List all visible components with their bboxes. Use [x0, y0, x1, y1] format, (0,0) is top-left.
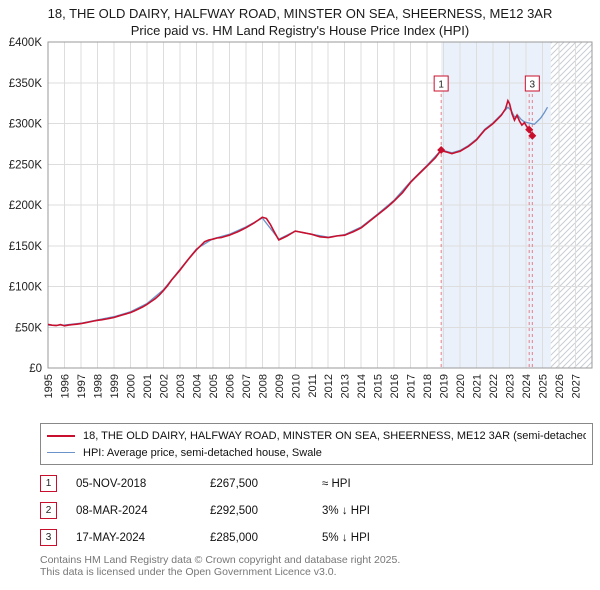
x-axis-label: 2023: [505, 374, 517, 398]
x-axis-label: 2025: [538, 374, 550, 398]
x-axis-label: 2026: [554, 374, 566, 398]
transaction-date: 17-MAY-2024: [76, 531, 146, 544]
x-axis-label: 2010: [290, 374, 302, 398]
transaction-number-badge: 2: [40, 502, 57, 519]
x-axis-label: 2024: [521, 374, 533, 398]
y-axis-label: £100K: [9, 282, 43, 294]
y-axis-label: £250K: [9, 159, 43, 171]
legend-label-hpi: HPI: Average price, semi-detached house,…: [83, 446, 322, 459]
price-line-swatch: [47, 434, 75, 437]
transaction-date: 05-NOV-2018: [76, 477, 147, 490]
legend-item-price: 18, THE OLD DAIRY, HALFWAY ROAD, MINSTER…: [47, 427, 586, 444]
transaction-row: 2 08-MAR-2024 £292,500 3% ↓ HPI: [40, 497, 590, 524]
x-axis-label: 2005: [208, 374, 220, 398]
x-axis-label: 1995: [43, 374, 55, 398]
hpi-line-swatch: [47, 452, 75, 453]
x-axis-label: 2022: [488, 374, 500, 398]
chart-subtitle: Price paid vs. HM Land Registry's House …: [130, 23, 470, 38]
transaction-number-badge: 1: [40, 475, 57, 492]
x-axis-label: 2002: [158, 374, 170, 398]
legend: 18, THE OLD DAIRY, HALFWAY ROAD, MINSTER…: [40, 423, 593, 465]
transaction-date: 08-MAR-2024: [76, 504, 148, 517]
x-axis-label: 1998: [92, 374, 104, 398]
y-axis-label: £50K: [15, 322, 42, 334]
x-axis-label: 2021: [472, 374, 484, 398]
transaction-price: £292,500: [210, 504, 258, 517]
sale-label-text: 3: [530, 80, 536, 91]
license-text: This data is licensed under the Open Gov…: [40, 566, 337, 578]
x-axis-label: 2001: [142, 374, 154, 398]
transactions-table: 1 05-NOV-2018 £267,500 ≈ HPI 2 08-MAR-20…: [40, 470, 590, 551]
transaction-row: 3 17-MAY-2024 £285,000 5% ↓ HPI: [40, 524, 590, 551]
x-axis-label: 2019: [439, 374, 451, 398]
y-axis-label: £150K: [9, 241, 43, 253]
x-axis-label: 2011: [307, 374, 319, 398]
x-axis-label: 2003: [175, 374, 187, 398]
x-axis-label: 2000: [125, 374, 137, 398]
sale-label-text: 1: [438, 80, 444, 91]
legend-label-price: 18, THE OLD DAIRY, HALFWAY ROAD, MINSTER…: [83, 429, 586, 442]
x-axis-label: 2008: [257, 374, 269, 398]
transaction-row: 1 05-NOV-2018 £267,500 ≈ HPI: [40, 470, 590, 497]
x-axis-label: 2014: [356, 374, 368, 398]
y-axis-label: £400K: [9, 37, 43, 49]
chart-title: 18, THE OLD DAIRY, HALFWAY ROAD, MINSTER…: [47, 6, 553, 21]
x-axis-label: 2013: [340, 374, 352, 398]
sale-marker: [528, 131, 537, 140]
plot-border: [47, 41, 593, 369]
x-axis-label: 2017: [406, 374, 418, 398]
sale-label-box: [524, 75, 540, 92]
price-history-chart: £0 £50K £100K £150K £200K £250K £300K £350K £400…: [9, 37, 593, 398]
transaction-number-badge: 3: [40, 529, 57, 546]
x-axis-label: 2016: [389, 374, 401, 398]
sale-marker: [437, 145, 446, 154]
x-axis-label: 1996: [59, 374, 71, 398]
y-axis-label: £350K: [9, 78, 43, 90]
x-axis-label: 2006: [224, 374, 236, 398]
transaction-price: £285,000: [210, 531, 258, 544]
transaction-hpi-note: ≈ HPI: [322, 477, 351, 490]
x-axis-label: 2020: [455, 374, 467, 398]
sale-label-box: [433, 75, 449, 92]
y-axis-label: £0: [29, 363, 42, 375]
x-axis-label: 2004: [191, 374, 203, 398]
x-axis-label: 2007: [241, 374, 253, 398]
x-axis-label: 2012: [323, 374, 335, 398]
price-line: [47, 98, 534, 327]
license-text: Contains HM Land Registry data © Crown c…: [40, 554, 401, 566]
transaction-price: £267,500: [210, 477, 258, 490]
legend-item-hpi: HPI: Average price, semi-detached house,…: [47, 444, 586, 461]
x-axis-label: 2018: [422, 374, 434, 398]
x-axis-label: 2027: [571, 374, 583, 398]
transaction-hpi-note: 3% ↓ HPI: [322, 504, 370, 517]
y-axis-label: £300K: [9, 119, 43, 131]
transaction-hpi-note: 5% ↓ HPI: [322, 531, 370, 544]
x-axis-label: 1997: [76, 374, 88, 398]
x-axis-label: 1999: [109, 374, 121, 398]
y-axis-label: £200K: [9, 200, 43, 212]
sale-marker: [525, 125, 534, 134]
x-axis-label: 2009: [274, 374, 286, 398]
x-axis-label: 2015: [373, 374, 385, 398]
